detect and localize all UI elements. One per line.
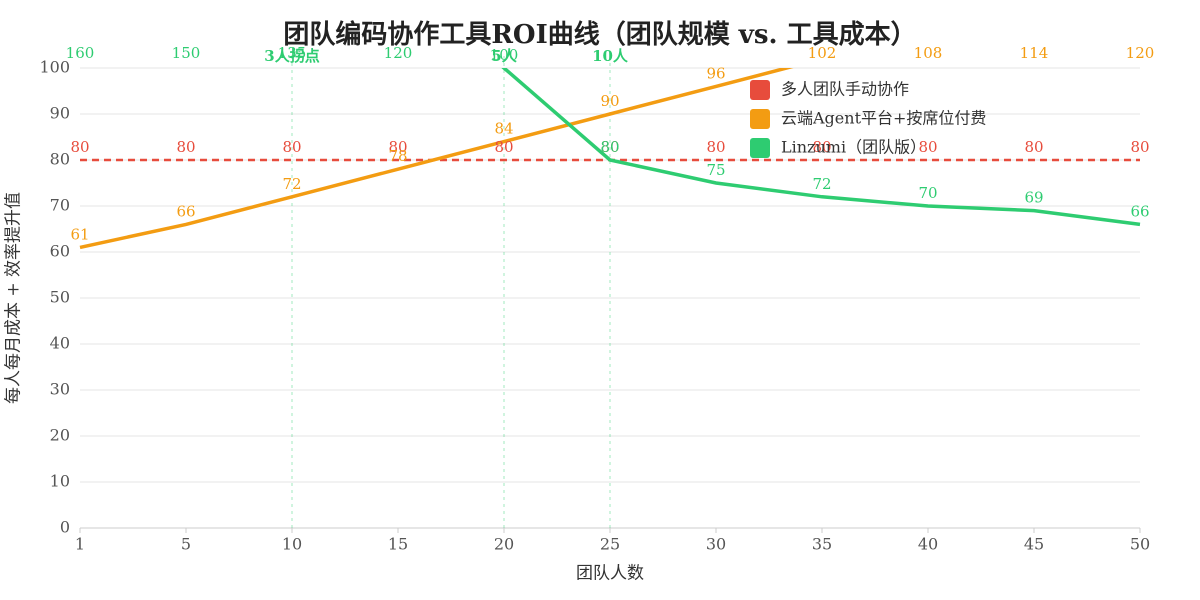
x-tick-label: 35	[812, 535, 832, 554]
data-label: 80	[918, 138, 937, 156]
legend-label: 云端Agent平台+按席位付费	[781, 109, 986, 128]
data-label: 160	[66, 44, 95, 62]
data-label: 90	[600, 92, 619, 110]
data-label: 80	[1024, 138, 1043, 156]
chart-title: 团队编码协作工具ROI曲线（团队规模 vs. 工具成本）	[283, 19, 916, 50]
data-label: 100	[490, 46, 519, 64]
x-tick-label: 45	[1024, 535, 1044, 554]
y-tick-label: 80	[50, 150, 70, 169]
data-label: 80	[176, 138, 195, 156]
x-tick-label: 20	[494, 535, 514, 554]
legend-swatch	[750, 80, 770, 100]
x-tick-label: 40	[918, 535, 938, 554]
x-tick-label: 25	[600, 535, 620, 554]
series-line	[501, 68, 1141, 227]
data-label: 80	[388, 138, 407, 156]
x-tick-label: 10	[282, 535, 302, 554]
y-tick-label: 60	[50, 242, 70, 261]
data-label: 80	[282, 138, 301, 156]
data-label: 69	[1024, 189, 1043, 207]
data-label: 80	[70, 138, 89, 156]
y-tick-label: 20	[50, 426, 70, 445]
y-tick-label: 30	[50, 380, 70, 399]
data-label: 84	[494, 120, 513, 138]
y-tick-label: 50	[50, 288, 70, 307]
data-label: 120	[1126, 44, 1155, 62]
data-label: 96	[706, 64, 725, 82]
y-tick-label: 100	[39, 58, 70, 77]
data-label: 108	[914, 44, 943, 62]
data-label: 80	[600, 138, 619, 156]
data-label: 80	[600, 138, 619, 156]
legend-swatch	[750, 109, 770, 129]
data-label: 120	[384, 44, 413, 62]
data-label: 80	[812, 138, 831, 156]
data-label: 102	[808, 44, 837, 62]
data-label: 80	[494, 138, 513, 156]
data-label: 135	[278, 44, 307, 62]
x-tick-label: 1	[75, 535, 85, 554]
legend-label: 多人团队手动协作	[781, 80, 909, 99]
data-label: 72	[812, 175, 831, 193]
data-label: 78	[388, 147, 407, 165]
y-tick-label: 40	[50, 334, 70, 353]
data-label: 80	[1130, 138, 1149, 156]
annotation-label: 10人	[592, 47, 629, 65]
y-tick-label: 90	[50, 104, 70, 123]
data-label: 66	[176, 202, 195, 220]
data-label: 150	[172, 44, 201, 62]
y-tick-label: 0	[60, 518, 70, 537]
data-label: 70	[918, 184, 937, 202]
x-tick-label: 15	[388, 535, 408, 554]
annotation-label: 5人	[491, 47, 517, 65]
y-axis-label: 每人每月成本 + 效率提升值	[4, 192, 24, 404]
x-tick-label: 50	[1130, 535, 1150, 554]
overlay: 3人拐点 5人 10人 80 80 80 80 80 80 80 80 80 80 80 61 66 72 78 8…	[66, 44, 1155, 243]
x-tick-label: 5	[181, 535, 191, 554]
data-label: 80	[706, 138, 725, 156]
data-label: 66	[1130, 202, 1149, 220]
data-label: 61	[70, 225, 89, 243]
series-line	[79, 68, 794, 250]
y-tick-label: 10	[50, 472, 70, 491]
legend-label: Linzumi（团队版）	[781, 138, 926, 157]
data-label: 114	[1020, 44, 1049, 62]
x-axis-label: 团队人数	[576, 564, 644, 584]
y-tick-label: 70	[50, 196, 70, 215]
plot-area	[79, 68, 1141, 250]
annotation-label: 3人拐点	[264, 47, 319, 65]
x-tick-label: 30	[706, 535, 726, 554]
data-label: 75	[706, 161, 725, 179]
legend-swatch	[750, 138, 770, 158]
data-label: 72	[282, 175, 301, 193]
